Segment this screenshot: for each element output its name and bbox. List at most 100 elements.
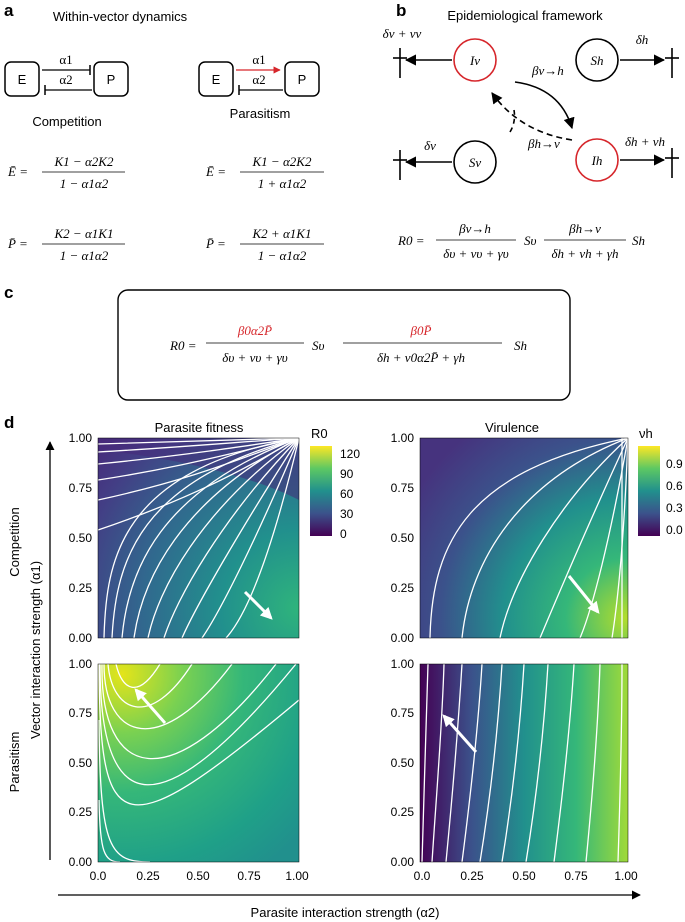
svg-text:0.50: 0.50	[69, 756, 93, 770]
y-ticks-top-left: 1.00 0.75 0.50 0.25 0.00	[69, 431, 93, 645]
svg-text:P̄ =: P̄ =	[205, 236, 226, 251]
colorbar-vh: νh 0.9 0.6 0.3 0.0	[638, 426, 683, 537]
svg-text:β0α2P̄: β0α2P̄	[237, 323, 272, 338]
svg-text:P̄ =: P̄ =	[7, 236, 28, 251]
node-sh-label: Sh	[591, 53, 604, 68]
svg-text:1.00: 1.00	[391, 657, 415, 671]
node-iv	[453, 38, 497, 82]
alpha2-label: α2	[59, 72, 72, 87]
svg-text:1.00: 1.00	[614, 869, 638, 883]
node-iv-label: Iv	[469, 53, 480, 68]
panel-a-title: Within-vector dynamics	[53, 9, 188, 24]
x-ticks-right: 0.0 0.25 0.50 0.75 1.00	[414, 869, 638, 883]
eq-p-parasitism: P̄ = K2 + α1K1 1 − α1α2	[205, 226, 324, 263]
y-axis-label: Vector interaction strength (α1)	[28, 561, 43, 739]
panel-label-a: a	[4, 1, 14, 20]
svg-text:1.00: 1.00	[69, 657, 93, 671]
panel-d: Parasite fitness Virulence	[7, 420, 683, 920]
svg-text:δh + νh + γh: δh + νh + γh	[552, 246, 619, 261]
heatmap-vh-competition	[419, 437, 629, 639]
panel-label-b: b	[396, 1, 406, 20]
svg-text:δυ + νυ + γυ: δυ + νυ + γυ	[443, 246, 508, 261]
x-ticks-left: 0.0 0.25 0.50 0.75 1.00	[90, 869, 309, 883]
y-ticks-bottom-right: 1.00 0.75 0.50 0.25 0.00	[391, 657, 415, 869]
alpha1-label: α1	[59, 52, 72, 67]
box-p-label: P	[298, 72, 307, 87]
svg-text:120: 120	[340, 447, 360, 461]
svg-text:Ē =: Ē =	[7, 164, 28, 179]
box-p-label: P	[107, 72, 116, 87]
panel-label-d: d	[4, 413, 14, 432]
heatmap-r0-parasitism	[97, 663, 300, 863]
panel-c: R0 = β0α2P̄ δυ + νυ + γυ Sυ β0P̄ δh + ν0…	[117, 289, 571, 401]
row-label-competition: Competition	[7, 507, 22, 576]
competition-label: Competition	[32, 114, 101, 129]
col-title-right: Virulence	[485, 420, 539, 435]
box-e-parasitism	[198, 61, 234, 97]
colorbar-vh-title: νh	[639, 426, 653, 441]
svg-text:R0 =: R0 =	[169, 338, 196, 353]
svg-text:0.50: 0.50	[391, 531, 415, 545]
svg-text:K1 − α2K2: K1 − α2K2	[252, 154, 312, 169]
eq-e-parasitism: Ē = K1 − α2K2 1 + α1α2	[205, 154, 324, 191]
svg-text:R0 =: R0 =	[397, 233, 424, 248]
svg-text:δυ + νυ + γυ: δυ + νυ + γυ	[222, 350, 287, 365]
beta-hv-label: βh→v	[527, 136, 560, 151]
svg-text:0.50: 0.50	[512, 869, 536, 883]
svg-text:0.75: 0.75	[391, 481, 415, 495]
svg-text:0.0: 0.0	[414, 869, 431, 883]
svg-text:0.50: 0.50	[69, 531, 93, 545]
beta-vh-label: βv→h	[531, 63, 564, 78]
svg-text:K1 − α2K2: K1 − α2K2	[54, 154, 114, 169]
svg-text:0.75: 0.75	[564, 869, 588, 883]
y-ticks-bottom-left: 1.00 0.75 0.50 0.25 0.00	[69, 657, 93, 869]
svg-text:0.25: 0.25	[391, 581, 415, 595]
svg-text:0: 0	[340, 527, 347, 541]
node-ih	[575, 138, 619, 182]
panel-b-title: Epidemiological framework	[447, 8, 603, 23]
svg-text:0.50: 0.50	[186, 869, 210, 883]
rate-sh-out: δh	[636, 32, 649, 47]
svg-text:0.25: 0.25	[460, 869, 484, 883]
svg-text:0.50: 0.50	[391, 756, 415, 770]
svg-text:0.25: 0.25	[69, 805, 93, 819]
svg-text:0.75: 0.75	[69, 481, 93, 495]
node-sv	[453, 140, 497, 184]
svg-text:1 − α1α2: 1 − α1α2	[60, 176, 109, 191]
colorbar-r0: R0 120 90 60 30 0	[310, 426, 360, 541]
eq-e-competition: Ē = K1 − α2K2 1 − α1α2	[7, 154, 125, 191]
panel-a: Within-vector dynamics E P α1 α2 Competi…	[4, 9, 324, 263]
alpha1-label: α1	[252, 52, 265, 67]
svg-text:δh + ν0α2P̄ + γh: δh + ν0α2P̄ + γh	[377, 350, 465, 365]
box-e-label: E	[212, 72, 221, 87]
svg-text:0.75: 0.75	[69, 706, 93, 720]
svg-text:0.9: 0.9	[666, 457, 683, 471]
svg-text:1 − α1α2: 1 − α1α2	[258, 248, 307, 263]
box-e-label: E	[18, 72, 27, 87]
svg-text:0.00: 0.00	[391, 631, 415, 645]
svg-text:30: 30	[340, 507, 354, 521]
r0-equation-b: R0 = βv→h δυ + νυ + γυ Sυ βh→v δh + νh +…	[397, 221, 645, 261]
rate-sv-out: δv	[424, 138, 436, 153]
node-sv-label: Sv	[469, 155, 482, 170]
colorbar-r0-title: R0	[311, 426, 328, 441]
svg-text:βv→h: βv→h	[458, 221, 491, 236]
row-label-parasitism: Parasitism	[7, 732, 22, 793]
svg-text:0.00: 0.00	[391, 855, 415, 869]
svg-text:1.00: 1.00	[285, 869, 309, 883]
rate-iv-out: δv + νv	[383, 26, 422, 41]
rate-ih-out: δh + νh	[625, 134, 665, 149]
x-axis-label: Parasite interaction strength (α2)	[251, 905, 440, 920]
svg-text:0.0: 0.0	[90, 869, 107, 883]
svg-text:1.00: 1.00	[69, 431, 93, 445]
heatmap-vh-parasitism	[419, 663, 629, 863]
svg-text:Sh: Sh	[514, 338, 527, 353]
svg-text:0.75: 0.75	[237, 869, 261, 883]
box-p-competition	[93, 61, 129, 97]
svg-text:90: 90	[340, 467, 354, 481]
y-ticks-top-right: 1.00 0.75 0.50 0.25 0.00	[391, 431, 415, 645]
svg-text:Sυ: Sυ	[524, 233, 537, 248]
parasitism-label: Parasitism	[230, 106, 291, 121]
heatmap-r0-competition	[97, 437, 300, 639]
svg-text:60: 60	[340, 487, 354, 501]
